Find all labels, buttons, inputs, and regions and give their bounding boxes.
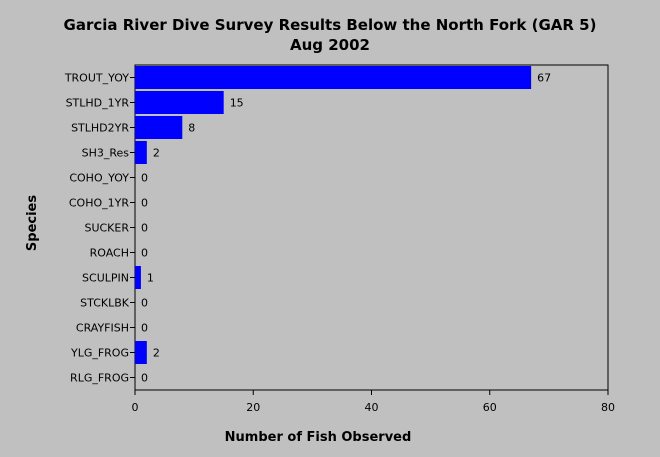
- bar-sh3_res: [135, 141, 147, 164]
- x-tick-label: 0: [132, 401, 139, 414]
- value-label: 0: [141, 247, 148, 260]
- value-label: 0: [141, 172, 148, 185]
- y-axis-title: Species: [25, 195, 40, 251]
- x-tick-label: 40: [365, 401, 379, 414]
- category-label: SH3_Res: [82, 147, 130, 160]
- value-label: 2: [153, 347, 160, 360]
- category-label: YLG_FROG: [70, 347, 129, 360]
- category-label: SCULPIN: [82, 272, 129, 285]
- value-label: 0: [141, 372, 148, 385]
- value-label: 67: [537, 72, 551, 85]
- value-label: 1: [147, 272, 154, 285]
- x-tick-label: 60: [483, 401, 497, 414]
- category-label: STCKLBK: [80, 297, 130, 310]
- category-label: CRAYFISH: [76, 322, 129, 335]
- value-label: 15: [230, 97, 244, 110]
- bar-sculpin: [135, 266, 141, 289]
- value-label: 0: [141, 222, 148, 235]
- category-label: ROACH: [90, 247, 129, 260]
- value-label: 0: [141, 297, 148, 310]
- bar-stlhd_1yr: [135, 91, 224, 114]
- chart-title: Garcia River Dive Survey Results Below t…: [64, 16, 597, 34]
- category-label: COHO_1YR: [69, 197, 129, 210]
- category-label: STLHD_1YR: [66, 97, 130, 110]
- category-label: COHO_YOY: [69, 172, 129, 185]
- category-label: STLHD2YR: [71, 122, 129, 135]
- x-axis-title: Number of Fish Observed: [225, 430, 412, 445]
- x-tick-label: 20: [246, 401, 260, 414]
- value-label: 2: [153, 147, 160, 160]
- bar-ylg_frog: [135, 341, 147, 364]
- value-label: 0: [141, 322, 148, 335]
- bar-trout_yoy: [135, 66, 532, 89]
- category-label: SUCKER: [84, 222, 129, 235]
- x-tick-label: 80: [601, 401, 615, 414]
- category-label: RLG_FROG: [70, 372, 129, 385]
- category-label: TROUT_YOY: [64, 72, 129, 85]
- value-label: 0: [141, 197, 148, 210]
- bar-stlhd2yr: [135, 116, 183, 139]
- plot-area: TROUT_YOY 67 STLHD_1YR 15 STLHD2YR 8 SH3_Res 2 C…: [64, 64, 615, 414]
- chart-subtitle: Aug 2002: [290, 36, 370, 54]
- value-label: 8: [188, 122, 195, 135]
